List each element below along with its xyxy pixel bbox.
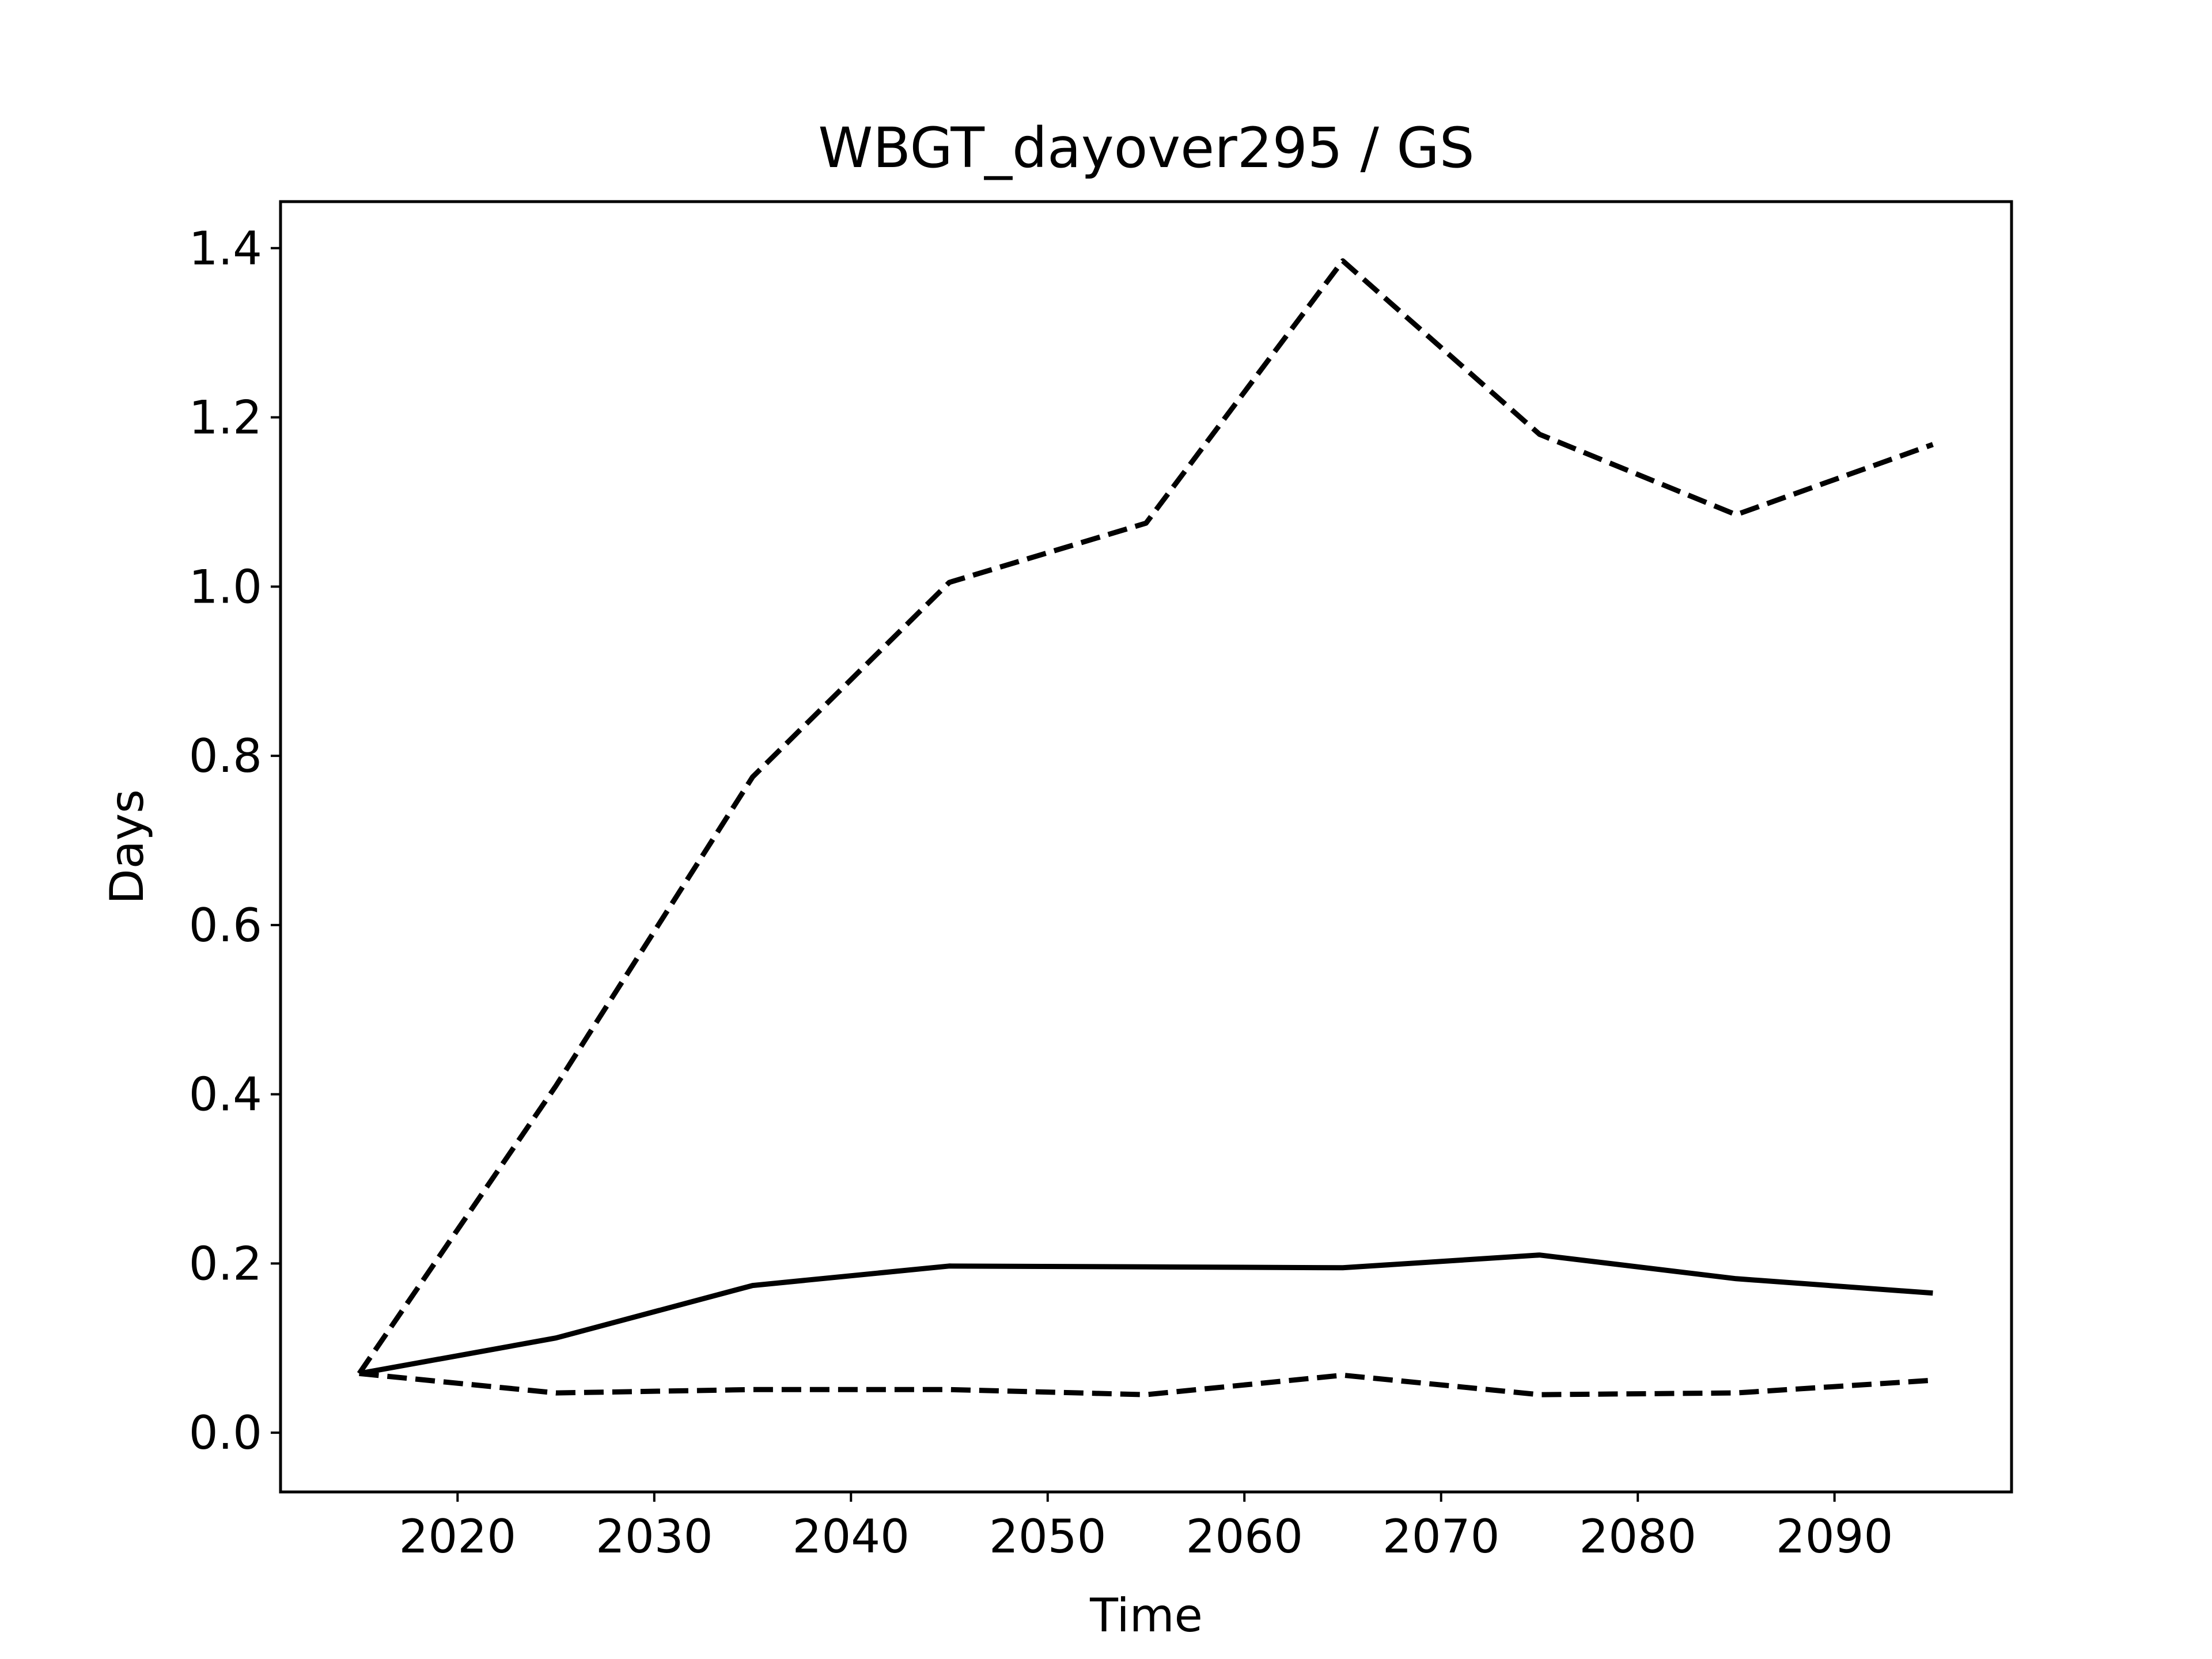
chart-title: WBGT_dayover295 / GS	[818, 116, 1474, 180]
y-tick-label: 1.4	[189, 222, 262, 275]
x-tick-label: 2020	[399, 1510, 517, 1563]
x-tick-label: 2030	[596, 1510, 713, 1563]
y-tick-label: 0.6	[189, 899, 262, 952]
x-tick-label: 2080	[1579, 1510, 1696, 1563]
solid-series-line-0	[358, 1252, 1933, 1376]
x-tick-label: 2040	[792, 1510, 910, 1563]
x-axis-label: Time	[1089, 1589, 1203, 1642]
y-axis: 0.0 0.2 0.4 0.6 0.8 1.0 1.2 1.4	[189, 222, 281, 1460]
x-tick-label: 2070	[1382, 1510, 1500, 1563]
y-tick-label: 0.2	[189, 1237, 262, 1290]
y-tick-label: 0.0	[189, 1406, 262, 1460]
y-tick-label: 1.2	[189, 391, 262, 445]
x-tick-label: 2050	[989, 1510, 1107, 1563]
y-tick-label: 1.0	[189, 560, 262, 613]
x-tick-label: 2060	[1185, 1510, 1303, 1563]
y-tick-label: 0.4	[189, 1068, 262, 1122]
series-layer	[357, 258, 1934, 1397]
dashed-series-line-1	[357, 258, 1934, 1375]
y-tick-label: 0.8	[189, 729, 262, 783]
plot-frame	[279, 200, 2013, 1494]
dashed-series-line-2	[359, 1370, 1933, 1397]
y-axis-label: Days	[100, 789, 154, 904]
x-tick-label: 2090	[1776, 1510, 1893, 1563]
x-axis: 2020 2030 2040 2050 2060 2070 2080 2090	[399, 1492, 1893, 1563]
